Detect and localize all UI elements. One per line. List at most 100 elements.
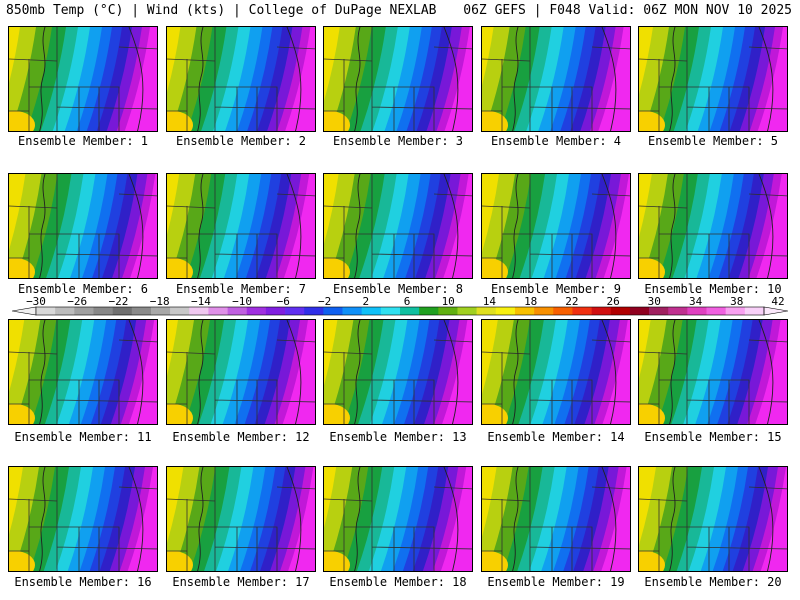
warm-region <box>167 404 193 424</box>
contour-lines <box>39 174 144 278</box>
warm-region <box>324 404 350 424</box>
colorbar-segment <box>246 307 267 315</box>
state-borders <box>482 320 630 424</box>
state-borders <box>9 320 157 424</box>
temperature-field <box>639 27 787 131</box>
temperature-band <box>601 467 630 571</box>
state-borders <box>9 174 157 278</box>
temperature-band <box>443 174 472 278</box>
colorbar-tick-label: −30 <box>26 297 46 308</box>
ensemble-map-panel <box>166 26 316 132</box>
colorbar-tick-label: 22 <box>565 297 578 308</box>
ensemble-member-label: Ensemble Member: 1 <box>17 134 149 148</box>
ensemble-map-panel <box>166 466 316 572</box>
contour-lines <box>197 320 302 424</box>
state-borders <box>639 27 787 131</box>
ensemble-member-label: Ensemble Member: 8 <box>332 282 464 296</box>
ensemble-map-panel <box>481 173 631 279</box>
temperature-band <box>444 27 472 131</box>
temperature-field <box>482 467 630 571</box>
warm-region <box>324 111 350 131</box>
colorbar-segment <box>189 307 209 315</box>
colorbar-tick-label: −2 <box>318 297 331 308</box>
temperature-field <box>482 27 630 131</box>
state-borders <box>9 27 157 131</box>
colorbar-frame <box>35 306 765 316</box>
temperature-field <box>167 27 315 131</box>
colorbar-segment <box>131 307 152 315</box>
ensemble-map-panel <box>481 26 631 132</box>
temperature-band <box>442 320 472 424</box>
ensemble-member-label: Ensemble Member: 13 <box>329 430 467 444</box>
ensemble-map-panel <box>166 173 316 279</box>
colorbar-segment <box>744 307 765 315</box>
colorbar-tick-label: 6 <box>404 297 411 308</box>
ensemble-member-label: Ensemble Member: 11 <box>14 430 152 444</box>
temperature-field <box>324 320 472 424</box>
temperature-field <box>639 320 787 424</box>
contour-lines <box>197 467 302 571</box>
temperature-band <box>440 467 472 571</box>
temperature-field <box>324 174 472 278</box>
temperature-field <box>9 320 157 424</box>
temperature-band <box>436 27 472 131</box>
contour-lines <box>669 467 774 571</box>
temperature-field <box>9 174 157 278</box>
temperature-band <box>748 174 787 278</box>
contour-lines <box>669 27 774 131</box>
ensemble-member-label: Ensemble Member: 16 <box>14 575 152 589</box>
ensemble-map-panel <box>638 466 788 572</box>
contour-lines <box>354 320 459 424</box>
temperature-field <box>324 27 472 131</box>
colorbar-segment <box>342 307 362 315</box>
temperature-band <box>593 467 630 571</box>
temperature-field <box>167 467 315 571</box>
temperature-band <box>124 27 157 131</box>
contour-lines <box>512 174 617 278</box>
colorbar-tick-label: 10 <box>442 297 455 308</box>
colorbar-segment <box>227 307 248 315</box>
temperature-field <box>9 467 157 571</box>
contour-lines <box>669 320 774 424</box>
colorbar-segment <box>476 307 497 315</box>
warm-region <box>482 551 508 571</box>
temperature-band <box>603 174 630 278</box>
colorbar-low-arrow <box>12 306 37 316</box>
colorbar-tick-label: 26 <box>606 297 619 308</box>
state-borders <box>167 174 315 278</box>
contour-lines <box>512 467 617 571</box>
temperature-band <box>128 320 157 424</box>
ensemble-member-label: Ensemble Member: 6 <box>17 282 149 296</box>
contour-lines <box>512 27 617 131</box>
colorbar-tick-label: 30 <box>648 297 661 308</box>
state-borders <box>482 467 630 571</box>
state-borders <box>167 467 315 571</box>
temperature-colorbar: −30 −26 −22 −18 −14 −10 −6 −2 2 6 10 14 18 22 26 30 34 38… <box>12 297 788 316</box>
colorbar-segment <box>285 307 305 315</box>
ensemble-map-panel <box>8 173 158 279</box>
colorbar-segment <box>74 307 94 315</box>
ensemble-map-panel <box>323 466 473 572</box>
temperature-band <box>122 174 157 278</box>
colorbar-tick-label: −6 <box>277 297 290 308</box>
ensemble-map-panel <box>166 319 316 425</box>
ensemble-map-panel <box>638 319 788 425</box>
state-borders <box>167 27 315 131</box>
ensemble-member-label: Ensemble Member: 2 <box>175 134 307 148</box>
warm-region <box>9 111 35 131</box>
temperature-band <box>280 467 315 571</box>
ensemble-member-label: Ensemble Member: 17 <box>172 575 310 589</box>
contour-lines <box>354 27 459 131</box>
temperature-band <box>285 27 315 131</box>
contour-lines <box>39 27 144 131</box>
ensemble-member-label: Ensemble Member: 5 <box>647 134 779 148</box>
colorbar-segment <box>610 307 631 315</box>
temperature-field <box>482 174 630 278</box>
colorbar-tick-label: −14 <box>191 297 211 308</box>
state-borders <box>639 320 787 424</box>
temperature-band <box>594 320 630 424</box>
colorbar-segment <box>438 307 458 315</box>
warm-region <box>482 258 508 278</box>
ensemble-member-label: Ensemble Member: 3 <box>332 134 464 148</box>
colorbar-segment <box>495 307 516 315</box>
